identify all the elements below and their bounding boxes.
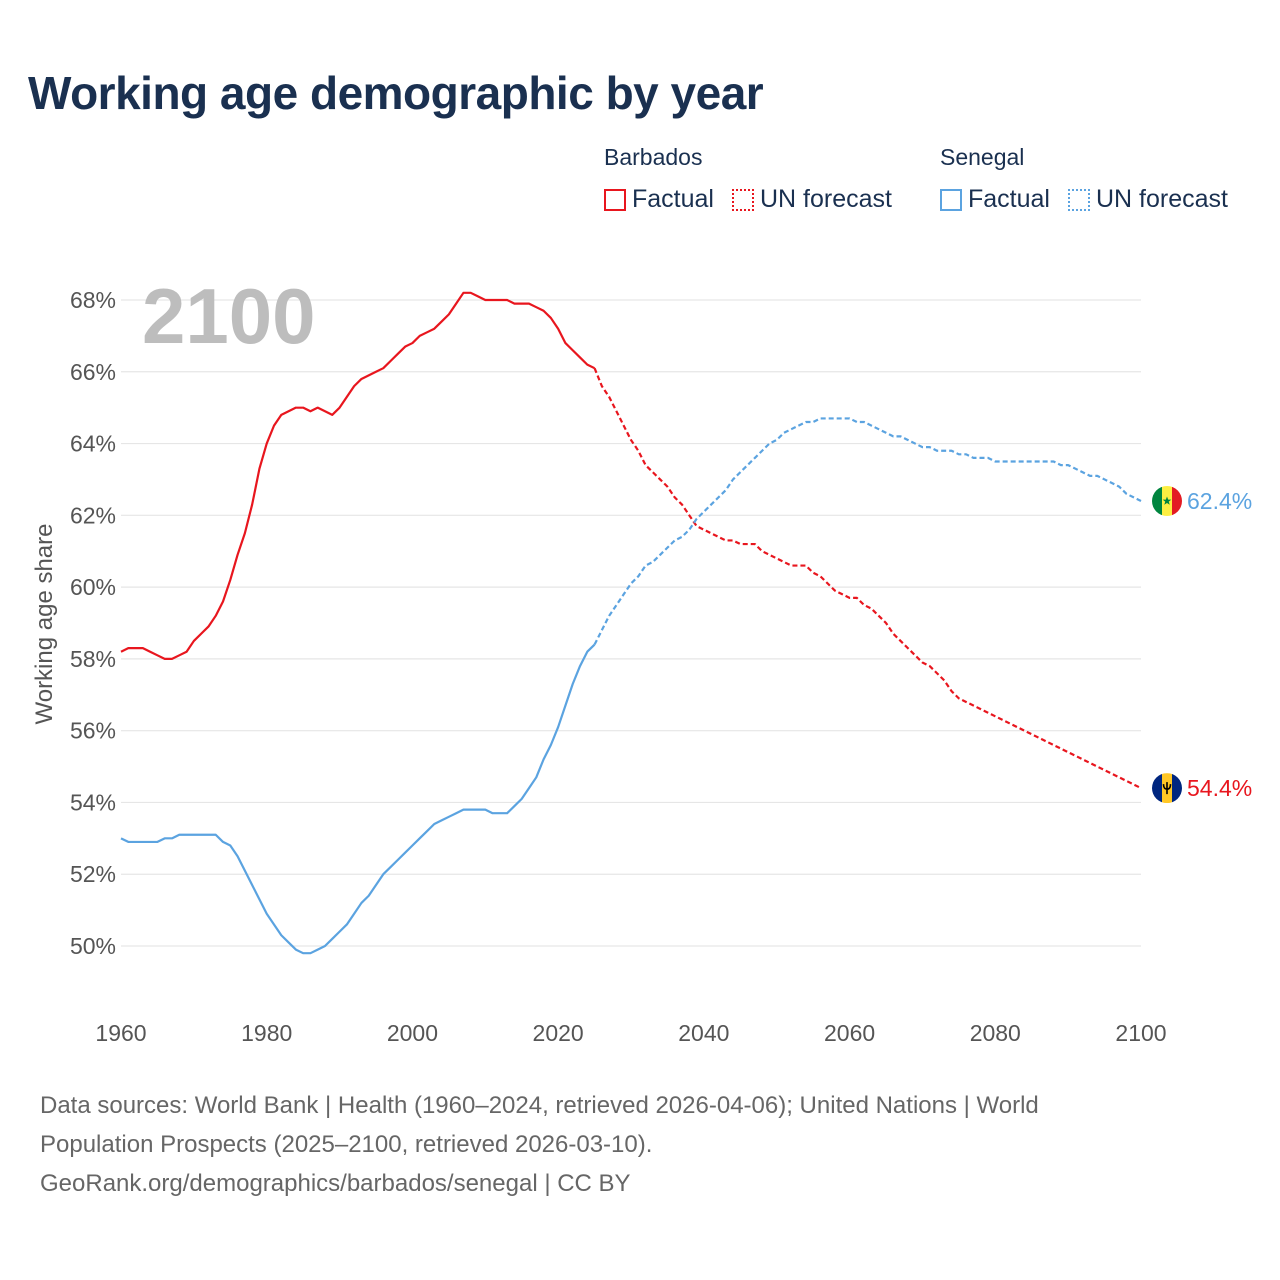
footer-sources: Data sources: World Bank | Health (1960–… xyxy=(40,1086,1240,1203)
senegal-flag-icon xyxy=(1152,485,1182,516)
barbados-flag-icon xyxy=(1152,773,1182,804)
legend-swatch-solid xyxy=(940,188,962,211)
legend-barbados: Barbados Factual UN forecast xyxy=(604,144,904,214)
senegal-factual-line xyxy=(120,643,596,955)
footer-line: Data sources: World Bank | Health (1960–… xyxy=(40,1092,1039,1119)
x-axis-ticks: 1960 1980 2000 2020 2040 2060 2080 2100 xyxy=(95,1020,1166,1046)
end-markers: 62.4% 54.4% xyxy=(1152,485,1252,804)
legend-item-label: UN forecast xyxy=(759,185,892,213)
year-watermark: 2100 xyxy=(142,272,316,360)
legend-item-senegal-factual[interactable]: Factual xyxy=(940,185,1050,214)
y-tick-label: 64% xyxy=(70,431,116,457)
end-value-label-barbados: 54.4% xyxy=(1187,775,1252,801)
legend-swatch-dotted xyxy=(1067,188,1090,211)
barbados-forecast-line xyxy=(593,367,1142,790)
barbados-factual-line xyxy=(120,291,596,660)
x-tick-label: 2020 xyxy=(533,1020,584,1046)
legend-senegal: Senegal Factual UN forecast xyxy=(940,144,1240,214)
footer-line: Population Prospects (2025–2100, retriev… xyxy=(40,1131,653,1158)
x-tick-label: 2060 xyxy=(824,1020,875,1046)
legend-country-label: Senegal xyxy=(940,144,1025,170)
end-value-label-senegal: 62.4% xyxy=(1187,488,1252,514)
legend-item-label: UN forecast xyxy=(1095,185,1228,213)
x-tick-label: 2100 xyxy=(1115,1020,1166,1046)
gridlines xyxy=(121,299,1141,947)
x-tick-label: 2000 xyxy=(387,1020,438,1046)
x-tick-label: 2080 xyxy=(970,1020,1021,1046)
senegal-forecast-line xyxy=(593,417,1142,646)
x-tick-label: 1960 xyxy=(95,1020,146,1046)
chart-title: Working age demographic by year xyxy=(28,67,764,119)
legend-country-label: Barbados xyxy=(604,144,703,170)
legend-swatch-dotted xyxy=(731,188,754,211)
legend-item-senegal-forecast[interactable]: UN forecast xyxy=(1067,185,1228,214)
legend-item-label: Factual xyxy=(968,185,1050,213)
y-axis-label: Working age share xyxy=(31,524,58,725)
y-tick-label: 66% xyxy=(70,359,116,385)
y-tick-label: 50% xyxy=(70,933,116,959)
legend-item-barbados-forecast[interactable]: UN forecast xyxy=(731,185,892,214)
x-tick-label: 2040 xyxy=(678,1020,729,1046)
line-chart: 2100 50% 52% 54% 56% 58% 60% 62% 64% 66% 68% 1960… xyxy=(31,272,1252,1046)
legend-item-label: Factual xyxy=(632,185,714,213)
y-axis-ticks: 50% 52% 54% 56% 58% 60% 62% 64% 66% 68% xyxy=(70,287,116,959)
footer-line[interactable]: GeoRank.org/demographics/barbados/senega… xyxy=(40,1170,631,1197)
y-tick-label: 58% xyxy=(70,646,116,672)
y-tick-label: 56% xyxy=(70,718,116,744)
y-tick-label: 52% xyxy=(70,861,116,887)
y-tick-label: 62% xyxy=(70,502,116,528)
y-tick-label: 68% xyxy=(70,287,116,313)
x-tick-label: 1980 xyxy=(241,1020,292,1046)
y-tick-label: 54% xyxy=(70,789,116,815)
series-lines xyxy=(120,291,1142,955)
legend-item-barbados-factual[interactable]: Factual xyxy=(604,185,714,214)
legend-swatch-solid xyxy=(604,188,626,211)
y-tick-label: 60% xyxy=(70,574,116,600)
